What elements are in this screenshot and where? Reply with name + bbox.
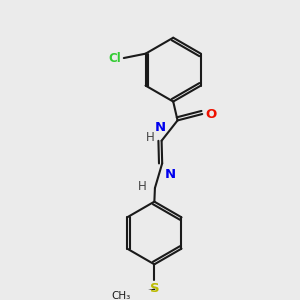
Text: N: N: [165, 168, 176, 181]
Text: H: H: [138, 180, 147, 193]
Text: CH₃: CH₃: [111, 291, 130, 300]
Text: O: O: [205, 107, 216, 121]
Text: S: S: [149, 282, 159, 295]
Text: H: H: [146, 131, 155, 144]
Text: N: N: [154, 121, 166, 134]
Text: Cl: Cl: [109, 52, 122, 64]
